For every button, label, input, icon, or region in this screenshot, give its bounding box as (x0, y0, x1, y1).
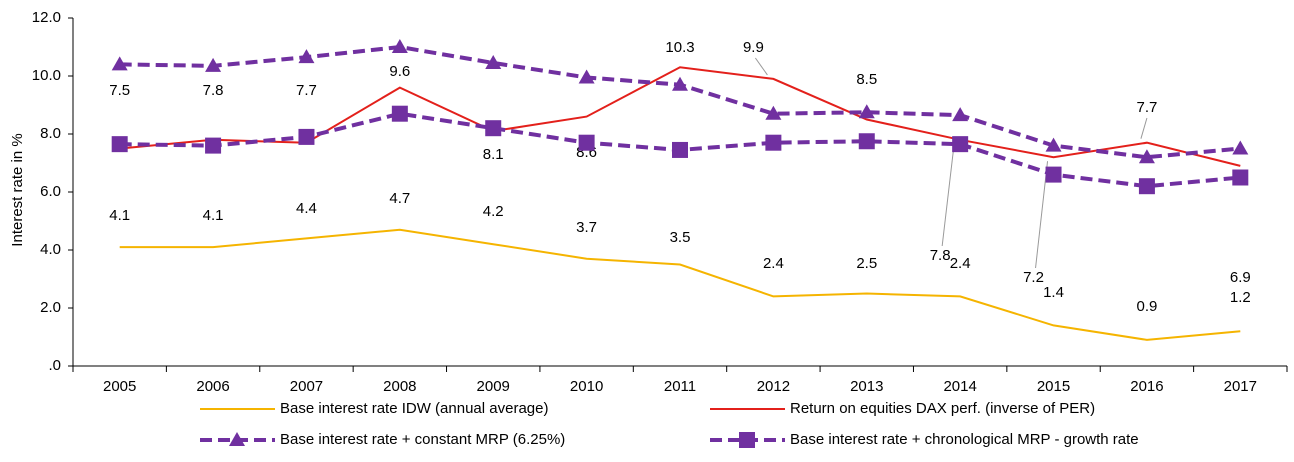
x-tick-label: 2010 (570, 378, 603, 395)
y-tick-label: 2.0 (40, 299, 61, 316)
data-label: 4.4 (296, 200, 317, 217)
data-label: 1.2 (1230, 289, 1251, 306)
triangle-marker (672, 76, 688, 91)
data-label: 6.9 (1230, 269, 1251, 286)
y-tick-label: 8.0 (40, 125, 61, 142)
square-marker (1045, 166, 1062, 183)
triangle-marker (111, 56, 128, 71)
y-tick-label: 12.0 (32, 9, 61, 26)
x-tick-label: 2009 (477, 378, 510, 395)
data-label: 0.9 (1136, 298, 1157, 315)
data-label: 1.4 (1043, 284, 1064, 301)
data-label: 7.7 (296, 82, 317, 99)
data-label: 2.4 (763, 255, 784, 272)
legend-marker (739, 432, 755, 448)
triangle-marker (205, 57, 222, 72)
triangle-marker (1232, 140, 1249, 155)
triangle-marker (765, 105, 782, 120)
data-label: 4.7 (389, 190, 410, 207)
legend-label: Base interest rate + constant MRP (6.25%… (280, 431, 565, 448)
y-tick-label: 10.0 (32, 67, 61, 84)
square-marker (111, 136, 128, 153)
data-label: 7.5 (109, 82, 130, 99)
leader-line (1140, 117, 1148, 139)
data-label: 3.5 (670, 229, 691, 246)
data-label: 9.9 (743, 39, 764, 56)
x-tick-label: 2008 (383, 378, 416, 395)
data-label: 7.8 (930, 247, 951, 264)
triangle-marker (952, 107, 969, 122)
x-tick-label: 2016 (1130, 378, 1163, 395)
x-tick-label: 2011 (664, 378, 696, 395)
data-label: 7.8 (203, 82, 224, 99)
series-line (119, 44, 1241, 160)
square-marker (952, 136, 969, 153)
data-label: 4.1 (203, 207, 224, 224)
x-tick-label: 2005 (103, 378, 136, 395)
x-tick-label: 2013 (850, 378, 883, 395)
leader-line (754, 57, 768, 76)
data-label: 10.3 (665, 39, 694, 56)
triangle-marker (298, 49, 315, 64)
square-marker (205, 137, 222, 154)
legend-label: Base interest rate + chronological MRP -… (790, 431, 1139, 448)
square-marker (391, 105, 408, 122)
data-label: 7.7 (1136, 99, 1157, 116)
series-line (119, 228, 1241, 341)
leader-line (941, 143, 955, 247)
y-tick-label: 4.0 (40, 241, 61, 258)
x-tick-label: 2007 (290, 378, 323, 395)
x-tick-label: 2012 (757, 378, 790, 395)
triangle-marker (391, 39, 408, 53)
y-axis-label: Interest rate in % (9, 133, 26, 246)
data-label: 2.5 (856, 255, 877, 272)
x-tick-label: 2015 (1037, 378, 1070, 395)
triangle-marker (1045, 137, 1062, 152)
square-marker (298, 128, 315, 145)
data-label: 8.1 (483, 146, 504, 163)
square-marker (858, 133, 875, 150)
square-marker (672, 141, 688, 158)
x-tick-label: 2014 (943, 378, 976, 395)
legend-marker (229, 432, 245, 446)
square-marker (1232, 169, 1249, 186)
legend-label: Return on equities DAX perf. (inverse of… (790, 400, 1095, 417)
triangle-marker (578, 69, 595, 84)
y-tick-label: .0 (48, 357, 61, 374)
square-marker (1138, 178, 1155, 195)
x-tick-label: 2017 (1224, 378, 1257, 395)
data-label: 9.6 (389, 63, 410, 80)
x-tick-label: 2006 (196, 378, 229, 395)
data-label: 8.5 (856, 71, 877, 88)
square-marker (578, 134, 595, 151)
square-marker (485, 120, 502, 137)
legend-label: Base interest rate IDW (annual average) (280, 400, 548, 417)
triangle-marker (858, 104, 875, 119)
y-tick-label: 6.0 (40, 183, 61, 200)
triangle-marker (485, 54, 502, 69)
data-label: 2.4 (950, 255, 971, 272)
square-marker (765, 134, 782, 151)
data-label: 3.7 (576, 219, 597, 236)
triangle-marker (1138, 149, 1155, 164)
data-label: 4.1 (109, 207, 130, 224)
data-label: 7.2 (1023, 269, 1044, 286)
data-label: 4.2 (483, 203, 504, 220)
